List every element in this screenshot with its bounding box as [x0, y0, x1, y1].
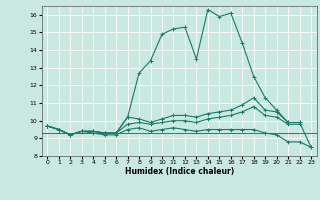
X-axis label: Humidex (Indice chaleur): Humidex (Indice chaleur)	[124, 167, 234, 176]
